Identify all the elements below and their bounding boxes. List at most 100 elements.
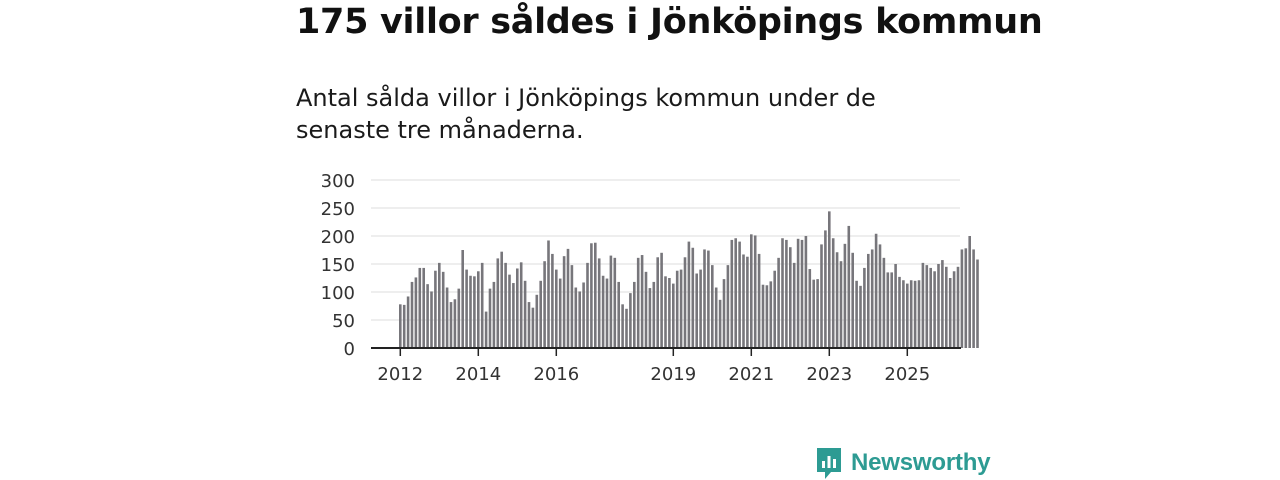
bar bbox=[586, 262, 589, 348]
bar bbox=[941, 260, 944, 348]
bar bbox=[441, 271, 445, 348]
bar bbox=[734, 238, 737, 348]
x-tick-label: 2014 bbox=[455, 364, 501, 385]
bar bbox=[839, 261, 843, 348]
bar bbox=[570, 265, 574, 348]
bar bbox=[613, 257, 617, 348]
bar bbox=[535, 294, 539, 348]
bar bbox=[519, 262, 523, 348]
bar bbox=[882, 257, 886, 348]
bar bbox=[773, 270, 776, 348]
bar bbox=[917, 280, 921, 348]
bar bbox=[742, 254, 745, 348]
bar bbox=[679, 269, 683, 348]
bar bbox=[859, 285, 862, 348]
bar bbox=[796, 238, 800, 348]
bar bbox=[523, 280, 527, 348]
bar bbox=[496, 258, 500, 348]
bar bbox=[707, 250, 710, 348]
bar bbox=[878, 244, 882, 348]
x-axis-ticks bbox=[399, 348, 909, 356]
bar bbox=[835, 252, 839, 348]
x-tick-label: 2016 bbox=[533, 364, 579, 385]
bar bbox=[925, 265, 929, 348]
bar bbox=[792, 262, 796, 348]
bar bbox=[664, 276, 667, 348]
bar bbox=[948, 278, 952, 348]
bar bbox=[578, 291, 581, 348]
bar bbox=[500, 251, 503, 348]
bar bbox=[633, 281, 636, 348]
bar bbox=[438, 262, 441, 348]
bar bbox=[410, 281, 414, 348]
bar bbox=[831, 238, 835, 348]
bar bbox=[781, 238, 784, 348]
brand-logo[interactable]: Newsworthy bbox=[815, 446, 991, 480]
bar bbox=[656, 257, 659, 348]
bar bbox=[449, 302, 453, 348]
bar bbox=[703, 249, 706, 348]
bar bbox=[558, 278, 562, 348]
bar bbox=[547, 240, 550, 348]
bar bbox=[473, 276, 476, 348]
y-tick-label: 300 bbox=[321, 171, 355, 192]
bar bbox=[562, 256, 566, 348]
bar bbox=[726, 265, 730, 348]
bar bbox=[418, 267, 422, 348]
bar bbox=[909, 280, 913, 348]
y-tick-label: 150 bbox=[321, 255, 355, 276]
bar bbox=[867, 253, 870, 348]
bar bbox=[675, 270, 679, 348]
chart-gridlines bbox=[371, 179, 960, 321]
bar bbox=[753, 235, 757, 348]
x-tick-label: 2025 bbox=[884, 364, 930, 385]
bar bbox=[457, 288, 461, 348]
bar bbox=[402, 304, 406, 348]
bar bbox=[824, 230, 827, 348]
y-axis-labels: 0 50 100 150 200 250 300 bbox=[321, 171, 355, 360]
bar bbox=[477, 271, 480, 348]
bar bbox=[566, 248, 570, 348]
bar bbox=[488, 288, 492, 348]
bar bbox=[531, 307, 535, 348]
bar bbox=[699, 269, 702, 348]
bar bbox=[718, 299, 722, 348]
bar bbox=[625, 308, 628, 348]
x-tick-label: 2019 bbox=[650, 364, 696, 385]
bar bbox=[672, 283, 675, 348]
bar bbox=[870, 249, 874, 348]
bar bbox=[828, 211, 831, 348]
bar bbox=[808, 269, 812, 348]
bar bbox=[937, 264, 940, 348]
bar bbox=[898, 276, 901, 348]
y-tick-label: 200 bbox=[321, 227, 355, 248]
bar bbox=[863, 267, 866, 348]
bar bbox=[461, 250, 464, 348]
bar bbox=[453, 299, 457, 348]
bar bbox=[629, 293, 632, 348]
bar bbox=[757, 253, 761, 348]
bar bbox=[430, 291, 433, 348]
bar bbox=[601, 275, 605, 348]
bar bbox=[484, 311, 488, 348]
bar bbox=[691, 247, 695, 348]
bar bbox=[516, 268, 519, 348]
bar bbox=[777, 257, 780, 348]
bar bbox=[480, 262, 484, 348]
bar bbox=[855, 280, 858, 348]
y-tick-label: 250 bbox=[321, 199, 355, 220]
bar bbox=[508, 274, 511, 348]
chart-bars bbox=[399, 211, 979, 348]
bar bbox=[527, 302, 531, 348]
bar bbox=[399, 304, 402, 348]
y-tick-label: 50 bbox=[332, 311, 355, 332]
bar bbox=[445, 287, 449, 348]
x-tick-label: 2012 bbox=[377, 364, 423, 385]
bar bbox=[551, 253, 554, 348]
bar bbox=[683, 257, 687, 348]
bar bbox=[890, 272, 893, 348]
bar bbox=[543, 261, 546, 348]
bar bbox=[750, 234, 753, 348]
bar bbox=[761, 284, 765, 348]
brand-name: Newsworthy bbox=[851, 449, 991, 476]
